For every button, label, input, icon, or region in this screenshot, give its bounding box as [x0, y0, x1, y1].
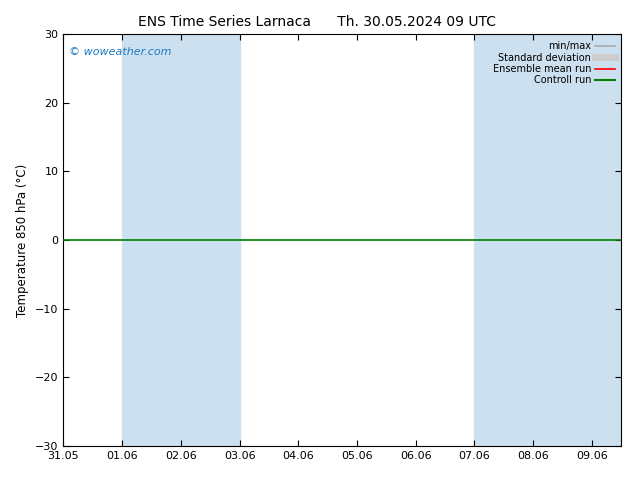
Y-axis label: Temperature 850 hPa (°C): Temperature 850 hPa (°C) — [16, 164, 30, 317]
Bar — [474, 34, 621, 446]
Text: ENS Time Series Larnaca      Th. 30.05.2024 09 UTC: ENS Time Series Larnaca Th. 30.05.2024 0… — [138, 15, 496, 29]
Legend: min/max, Standard deviation, Ensemble mean run, Controll run: min/max, Standard deviation, Ensemble me… — [491, 39, 616, 87]
Text: © woweather.com: © woweather.com — [69, 47, 171, 57]
Bar — [122, 34, 240, 446]
